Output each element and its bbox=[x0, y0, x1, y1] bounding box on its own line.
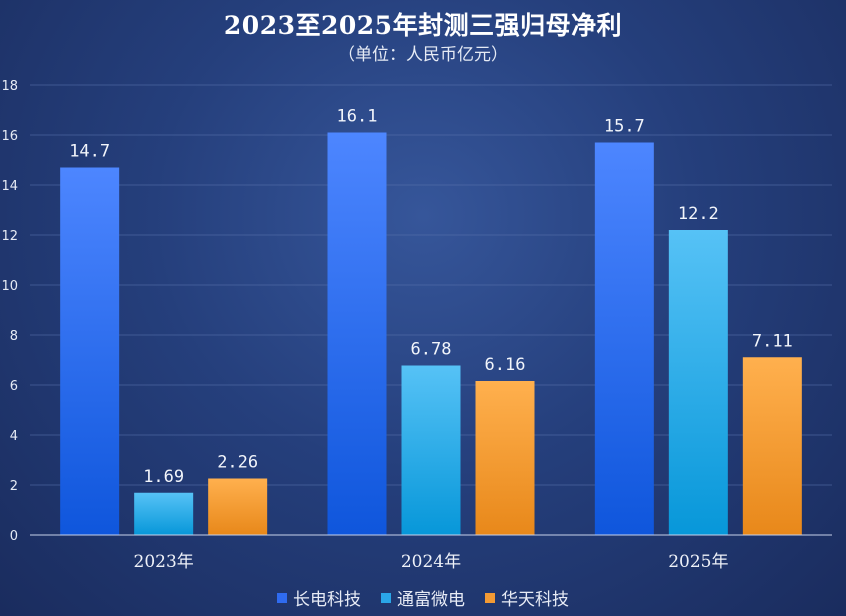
bar bbox=[134, 492, 194, 535]
y-tick-label: 16 bbox=[1, 129, 18, 144]
chart-subtitle: （单位：人民币亿元） bbox=[338, 45, 508, 65]
legend-label: 通富微电 bbox=[397, 590, 465, 610]
legend-item: 通富微电 bbox=[381, 585, 465, 610]
bar bbox=[475, 381, 535, 535]
legend-item: 华天科技 bbox=[485, 585, 569, 610]
data-label: 15.7 bbox=[604, 117, 645, 137]
bar bbox=[594, 142, 654, 535]
y-tick-label: 6 bbox=[10, 379, 18, 394]
bar bbox=[60, 167, 120, 535]
bar bbox=[401, 365, 461, 535]
bar bbox=[208, 478, 268, 535]
x-tick-label: 2025年 bbox=[668, 552, 728, 572]
y-tick-label: 4 bbox=[10, 429, 18, 444]
bar bbox=[327, 132, 387, 535]
y-tick-label: 0 bbox=[10, 529, 18, 544]
y-tick-label: 10 bbox=[1, 279, 18, 294]
bar bbox=[742, 357, 802, 535]
data-label: 6.78 bbox=[411, 340, 452, 360]
legend-label: 长电科技 bbox=[293, 590, 361, 610]
data-label: 14.7 bbox=[69, 142, 110, 162]
legend-swatch bbox=[277, 592, 287, 603]
data-label: 6.16 bbox=[485, 355, 526, 375]
legend: 长电科技 通富微电 华天科技 bbox=[0, 585, 846, 610]
legend-item: 长电科技 bbox=[277, 585, 361, 610]
data-label: 16.1 bbox=[337, 107, 378, 127]
bars bbox=[60, 132, 802, 535]
x-tick-label: 2024年 bbox=[401, 552, 461, 572]
y-tick-label: 14 bbox=[1, 179, 18, 194]
data-label: 1.69 bbox=[143, 467, 184, 487]
legend-label: 华天科技 bbox=[501, 590, 569, 610]
chart-title: 2023至2025年封测三强归母净利 bbox=[223, 11, 623, 40]
x-axis-ticks: 2023年 2024年 2025年 bbox=[134, 552, 729, 572]
y-tick-label: 18 bbox=[1, 79, 18, 94]
data-label: 12.2 bbox=[678, 204, 719, 224]
data-label: 2.26 bbox=[217, 453, 258, 473]
legend-swatch bbox=[485, 592, 495, 603]
bar bbox=[668, 230, 728, 535]
y-tick-label: 2 bbox=[10, 479, 18, 494]
legend-swatch bbox=[381, 592, 391, 603]
y-tick-label: 8 bbox=[10, 329, 18, 344]
x-tick-label: 2023年 bbox=[134, 552, 194, 572]
data-labels: 14.7 1.69 2.26 16.1 6.78 6.16 15.7 12.2 7.11 bbox=[69, 107, 793, 487]
data-label: 7.11 bbox=[752, 331, 793, 351]
y-tick-label: 12 bbox=[1, 229, 18, 244]
y-axis-ticks: 0 2 4 6 8 10 12 14 16 18 bbox=[1, 79, 18, 544]
